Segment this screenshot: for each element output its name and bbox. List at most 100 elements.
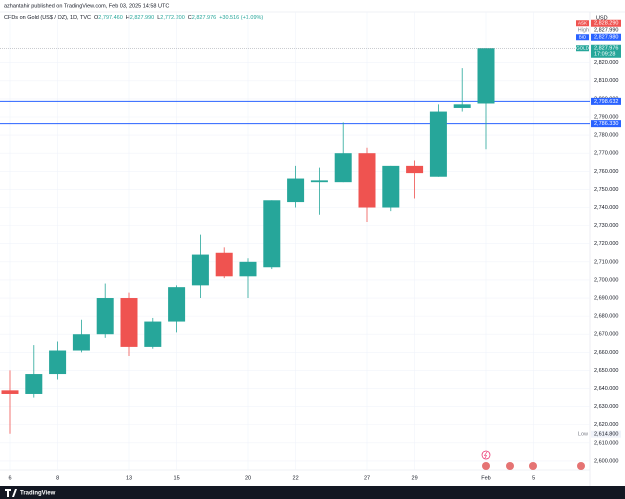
y-tick-label: 2,600.000 [594, 458, 618, 464]
event-icon[interactable] [481, 450, 491, 460]
countdown: 17:09:28 [594, 52, 615, 58]
price-tag: GOLD [576, 45, 590, 50]
x-tick-label: 22 [293, 475, 299, 481]
tag-box [576, 45, 589, 52]
price-label: 2,827.976 [594, 46, 618, 52]
candle-body[interactable] [191, 254, 209, 286]
price-tag: BID [579, 34, 587, 39]
candle-body[interactable] [239, 261, 257, 277]
y-tick-label: 2,780.000 [594, 133, 618, 139]
legend: CFDs on Gold (US$ / OZ), 1D, TVC O2,797.4… [4, 15, 263, 21]
tag-box [576, 20, 589, 27]
candle-body[interactable] [406, 165, 424, 174]
candle-body[interactable] [382, 165, 400, 208]
x-tick-label: 13 [126, 475, 132, 481]
y-tick-label: 2,630.000 [594, 404, 618, 410]
y-tick-label: 2,690.000 [594, 295, 618, 301]
candle-body[interactable] [334, 153, 352, 183]
us-flag[interactable] [529, 462, 537, 470]
candle-body[interactable] [263, 200, 281, 268]
y-tick-label: 2,740.000 [594, 205, 618, 211]
x-tick-label: 29 [412, 475, 418, 481]
x-tick-label: 20 [245, 475, 251, 481]
y-tick-label: 2,730.000 [594, 223, 618, 229]
y-tick-label: 2,710.000 [594, 259, 618, 265]
us-flag[interactable] [506, 462, 514, 470]
legend-value: 2,772.200 [160, 15, 184, 21]
candle-body[interactable] [310, 180, 328, 183]
candle-body[interactable] [49, 350, 67, 375]
price-label-box [591, 430, 621, 438]
price-tag: High [578, 28, 589, 34]
candle-body[interactable] [453, 104, 471, 108]
y-tick-label: 2,680.000 [594, 314, 618, 320]
legend-value: 2,827.990 [130, 15, 154, 21]
price-label-box [591, 120, 621, 128]
currency: USD [596, 15, 608, 21]
legend-symbol: CFDs on Gold (US$ / OZ), 1D, TVC [4, 15, 91, 21]
candle-body[interactable] [120, 298, 138, 347]
y-tick-label: 2,720.000 [594, 241, 618, 247]
y-tick-label: 2,760.000 [594, 169, 618, 175]
low-label: 2,614.800 [594, 432, 618, 438]
price-label: 2,786.330 [594, 121, 618, 127]
y-tick-label: 2,700.000 [594, 277, 618, 283]
price-label-box [591, 33, 621, 41]
y-tick-label: 2,750.000 [594, 187, 618, 193]
price-label-box [591, 97, 621, 105]
logo [5, 489, 17, 497]
publisher: azhantahir published on TradingView.com,… [4, 3, 169, 9]
axes: 2,600.000 2,610.000 2,620.000 2,630.000 2,64… [8, 19, 621, 481]
price-label: 2,827.980 [594, 35, 618, 41]
y-tick-label: 2,650.000 [594, 368, 618, 374]
candle-body[interactable] [1, 390, 19, 394]
legend-change: +30.516 (+1.09%) [219, 15, 263, 21]
x-tick-label: 6 [8, 475, 11, 481]
candle-body[interactable] [96, 298, 114, 335]
y-tick-label: 2,770.000 [594, 151, 618, 157]
legend-key: C [188, 15, 192, 21]
y-tick-label: 2,640.000 [594, 386, 618, 392]
x-tick-label: 27 [364, 475, 370, 481]
y-tick-label: 2,810.000 [594, 78, 618, 84]
price-label: 2,798.632 [594, 99, 618, 105]
candle-body[interactable] [358, 153, 376, 208]
price-label: 2,827.990 [594, 28, 618, 34]
legend-key: O [94, 15, 99, 21]
candle-body[interactable] [429, 111, 447, 177]
candle-body[interactable] [72, 334, 90, 351]
price-label-box [591, 19, 621, 27]
y-tick-label: 2,670.000 [594, 332, 618, 338]
us-flag[interactable] [482, 462, 490, 470]
x-tick-label: 5 [532, 475, 535, 481]
legend-value: 2,797.460 [98, 15, 122, 21]
candle-body[interactable] [287, 178, 305, 203]
candle-body[interactable] [215, 252, 233, 277]
x-tick-label: Feb [481, 475, 490, 481]
legend-key: H [126, 15, 130, 21]
y-tick-label: 2,820.000 [594, 60, 618, 66]
candle-body[interactable] [144, 321, 162, 347]
legend-value: 2,827.976 [192, 15, 216, 21]
us-flag[interactable] [577, 462, 585, 470]
plot [0, 47, 590, 434]
price-label-box [591, 44, 621, 58]
tag-box [576, 34, 589, 41]
price-tag: ASK [578, 20, 587, 25]
x-tick-label: 15 [174, 475, 180, 481]
y-tick-label: 2,620.000 [594, 422, 618, 428]
y-tick-label: 2,790.000 [594, 114, 618, 120]
price-label: 2,828.290 [594, 21, 618, 27]
candle-body[interactable] [168, 287, 186, 322]
footer-bar [0, 486, 625, 499]
low-tag: Low [578, 432, 588, 438]
legend-key: L [157, 15, 160, 21]
x-tick-label: 8 [56, 475, 59, 481]
economic-events [482, 462, 585, 470]
y-tick-label: 2,610.000 [594, 440, 618, 446]
candle-body[interactable] [25, 374, 43, 394]
candle-body[interactable] [477, 48, 495, 104]
